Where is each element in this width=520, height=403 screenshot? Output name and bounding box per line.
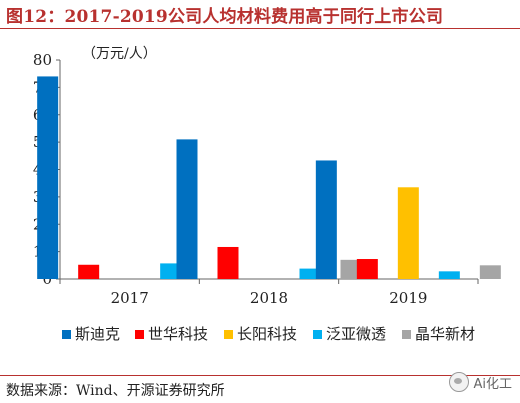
bar-2017-series-1 — [37, 76, 59, 279]
legend-swatch — [135, 330, 144, 339]
watermark-text: Ai化工 — [473, 376, 512, 392]
wechat-icon — [449, 372, 470, 392]
bar-2019-series-1 — [315, 160, 337, 279]
x-tick-label: 2017 — [111, 289, 149, 307]
footer-divider — [0, 375, 520, 376]
legend-label: 晶华新材 — [415, 325, 475, 343]
legend-swatch — [402, 330, 411, 339]
bar-2018-series-4 — [299, 268, 321, 279]
y-axis-unit-label: （万元/人） — [82, 46, 157, 62]
bar-2017-series-2 — [78, 264, 100, 279]
legend-swatch — [62, 330, 71, 339]
title-divider — [0, 28, 520, 29]
bar-2018-series-2 — [217, 246, 239, 279]
legend-swatch — [224, 330, 233, 339]
legend: 斯迪克 世华科技 长阳科技 泛亚微透 晶华新材 — [62, 325, 475, 343]
legend-swatch — [313, 330, 322, 339]
y-tick-label: 80 — [33, 51, 52, 69]
bar-2019-series-2 — [356, 259, 378, 279]
bar-2018-series-1 — [176, 139, 198, 279]
bar-2019-series-4 — [438, 271, 460, 279]
bars — [37, 76, 501, 279]
legend-label: 世华科技 — [148, 325, 208, 343]
legend-label: 斯迪克 — [75, 325, 120, 343]
watermark: Ai化工 — [449, 372, 512, 392]
x-tick-label: 2018 — [250, 289, 288, 307]
x-axis: 2017 2018 2019 — [59, 278, 479, 307]
bar-2019-series-3 — [397, 187, 419, 279]
bar-2018-series-5 — [340, 259, 362, 279]
bar-2019-series-5 — [479, 265, 501, 279]
bar-2017-series-4 — [160, 263, 182, 279]
chart-title: 图12：2017-2019公司人均材料费用高于同行上市公司 — [6, 7, 444, 27]
legend-label: 泛亚微透 — [326, 325, 386, 343]
legend-label: 长阳科技 — [237, 325, 297, 343]
source-note: 数据来源：Wind、开源证券研究所 — [6, 383, 225, 399]
x-tick-label: 2019 — [389, 289, 427, 307]
